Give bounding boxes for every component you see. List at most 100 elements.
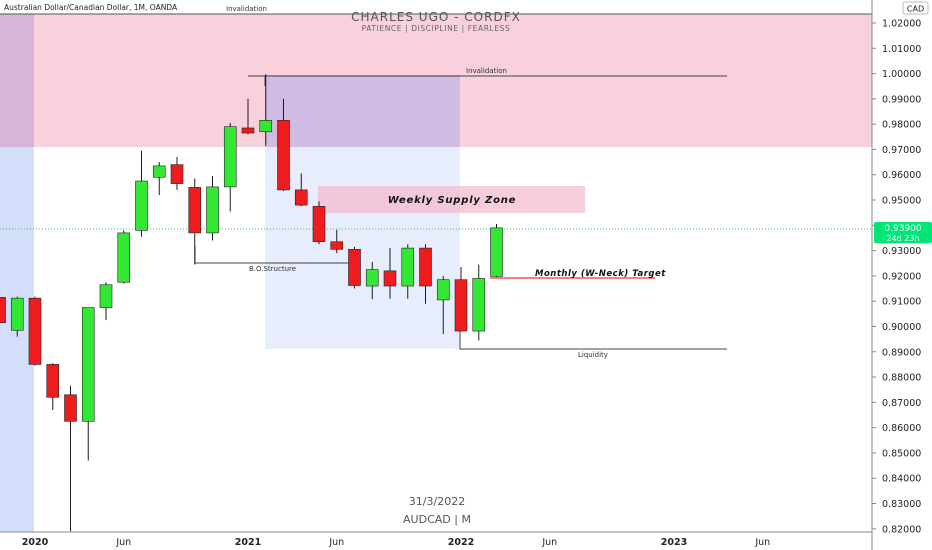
candle-body — [472, 278, 486, 332]
time-tick-label: Jun — [328, 537, 344, 548]
price-tick-label: 0.82000 — [882, 524, 921, 535]
candle-body — [348, 249, 361, 286]
candle-body — [365, 269, 379, 287]
time-axis[interactable]: 2020 Jun 2021 Jun 2022 Jun 2023 Jun — [22, 537, 770, 548]
candle-body — [383, 270, 397, 287]
candle — [454, 267, 468, 332]
weekly-supply-zone-label: Weekly Supply Zone — [388, 195, 517, 206]
candle-body — [294, 189, 308, 206]
candle — [10, 296, 24, 337]
invalidation-top-label: Invalidation — [226, 5, 267, 13]
candle-body — [330, 241, 344, 250]
candle-body — [223, 126, 237, 188]
currency-badge-box[interactable] — [902, 1, 929, 15]
price-tick-label: 0.97000 — [882, 145, 921, 156]
price-tick-label: 1.01000 — [882, 44, 921, 55]
candle-body — [81, 307, 95, 422]
candle-body — [312, 206, 326, 243]
candle — [152, 162, 166, 195]
candle — [64, 385, 77, 532]
footer-date: 31/3/2022 — [409, 495, 465, 508]
candle-body — [490, 227, 503, 277]
candle-body — [401, 247, 415, 287]
candle — [223, 122, 237, 212]
candle — [170, 157, 184, 190]
price-tick-label: 0.98000 — [882, 120, 921, 131]
price-tick-label: 0.96000 — [882, 170, 921, 181]
candle-body — [64, 394, 77, 422]
time-tick-label: 2023 — [661, 537, 687, 548]
candle — [312, 201, 326, 245]
price-tick-label: 1.02000 — [882, 19, 921, 30]
candle-body — [436, 279, 450, 301]
price-tick-label: 1.00000 — [882, 69, 921, 80]
candle-body — [117, 232, 131, 283]
price-axis[interactable]: 1.02000 1.01000 1.00000 0.99000 0.98000 0.970… — [872, 19, 921, 536]
candle-body — [259, 120, 273, 133]
candle — [294, 173, 308, 207]
price-tick-label: 0.89000 — [882, 347, 921, 358]
candle-body — [241, 127, 255, 134]
symbol-title: Australian Dollar/Canadian Dollar, 1M, O… — [4, 3, 178, 12]
currency-badge[interactable]: CAD — [907, 5, 924, 14]
monthly-target-label: Monthly (W-Neck) Target — [535, 269, 666, 279]
weekly-supply-zone-box — [318, 186, 585, 213]
bo-structure-label: B.O.Structure — [249, 265, 296, 273]
candle-body — [46, 364, 60, 398]
price-tick-label: 0.87000 — [882, 398, 921, 409]
candle — [81, 307, 95, 461]
candle — [365, 261, 379, 300]
candle-body — [99, 284, 113, 308]
candle — [383, 248, 397, 299]
candle-body — [188, 187, 202, 234]
candle-body — [170, 164, 184, 184]
candle — [0, 297, 6, 323]
price-tick-label: 0.93000 — [882, 246, 921, 257]
candle — [436, 275, 450, 335]
candle — [99, 282, 113, 321]
price-tick-label: 0.84000 — [882, 474, 921, 485]
candle-body — [0, 297, 6, 323]
price-tick-label: 0.90000 — [882, 322, 921, 333]
candle — [419, 244, 432, 304]
time-tick-label: Jun — [115, 537, 131, 548]
time-tick-label: Jun — [541, 537, 557, 548]
candle-body — [10, 297, 24, 331]
candle — [401, 244, 415, 299]
candles-layer — [0, 74, 503, 532]
time-tick-label: Jun — [754, 537, 770, 548]
candle-body — [152, 165, 166, 178]
candle — [330, 229, 344, 254]
purple-overlap-mid — [265, 75, 460, 147]
liquidity-line — [459, 325, 727, 350]
candle — [117, 230, 131, 284]
time-tick-label: 2020 — [22, 537, 49, 548]
candle — [206, 176, 219, 241]
candle — [135, 150, 148, 237]
price-tick-label: 0.85000 — [882, 448, 921, 459]
time-tick-label: 2021 — [235, 537, 261, 548]
invalidation-mid-label: Invalidation — [466, 67, 507, 75]
price-tick-label: 0.99000 — [882, 94, 921, 105]
price-tick-label: 0.95000 — [882, 196, 921, 207]
price-tick-label: 0.88000 — [882, 373, 921, 384]
price-tick-label: 0.91000 — [882, 297, 921, 308]
price-tick-label: 0.86000 — [882, 423, 921, 434]
candle — [259, 74, 273, 146]
candle-body — [454, 279, 468, 332]
candle — [277, 98, 290, 192]
purple-overlap-left — [0, 14, 34, 147]
time-tick-label: 2022 — [448, 537, 474, 548]
price-label-box — [874, 222, 932, 243]
candle-body — [277, 120, 290, 191]
candle-body — [206, 186, 219, 234]
price-tick-label: 0.92000 — [882, 271, 921, 282]
price-label-countdown: 24d 23h — [886, 234, 919, 243]
footer-symbol: AUDCAD | M — [403, 513, 471, 526]
candle — [188, 178, 202, 265]
watermark-subtitle: PATIENCE | DISCIPLINE | FEARLESS — [362, 24, 511, 33]
candle — [472, 264, 486, 341]
price-label-value: 0.93900 — [884, 224, 921, 234]
